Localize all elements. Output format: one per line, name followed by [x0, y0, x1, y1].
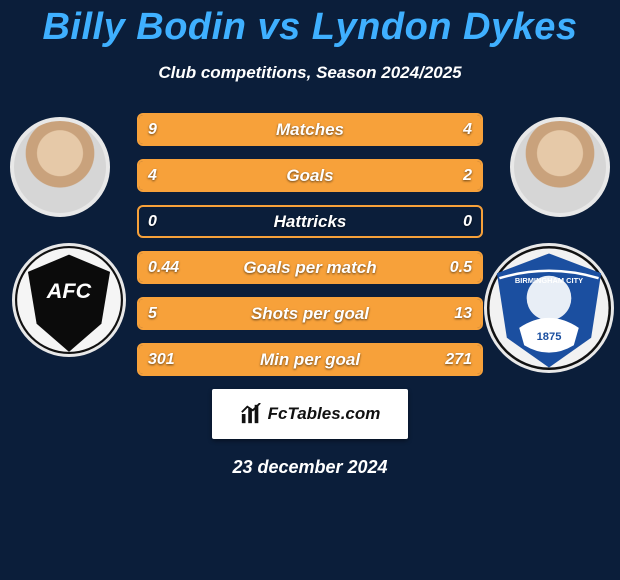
stat-bar: Min per goal301 271 — [137, 343, 483, 376]
stat-value-right: 271 — [445, 345, 472, 374]
stat-value-left: 9 — [148, 115, 157, 144]
stat-label: Goals — [139, 161, 481, 190]
stat-label: Shots per goal — [139, 299, 481, 328]
stat-value-left: 4 — [148, 161, 157, 190]
stat-bars: Matches94Goals42Hattricks00Goals per mat… — [137, 113, 483, 389]
crest-left-text: AFC — [46, 278, 92, 303]
stat-label: Goals per match — [139, 253, 481, 282]
player-right-avatar — [510, 117, 610, 217]
stat-value-right: 4 — [463, 115, 472, 144]
stat-bar: Matches9 4 — [137, 113, 483, 146]
stat-value-left: 301 — [148, 345, 175, 374]
subtitle: Club competitions, Season 2024/2025 — [0, 63, 620, 83]
date-text: 23 december 2024 — [0, 457, 620, 478]
stat-bar: Hattricks0 0 — [137, 205, 483, 238]
stat-value-left: 0 — [148, 207, 157, 236]
chart-icon — [240, 403, 262, 425]
stat-bar: Goals4 2 — [137, 159, 483, 192]
player-left-avatar — [10, 117, 110, 217]
brand-badge: FcTables.com — [212, 389, 408, 439]
stat-bar: Goals per match0.44 0.5 — [137, 251, 483, 284]
stat-value-right: 13 — [454, 299, 472, 328]
stat-value-right: 0 — [463, 207, 472, 236]
stat-value-left: 5 — [148, 299, 157, 328]
stat-bar: Shots per goal5 13 — [137, 297, 483, 330]
stat-label: Hattricks — [139, 207, 481, 236]
page-title: Billy Bodin vs Lyndon Dykes — [0, 0, 620, 49]
stat-value-right: 0.5 — [450, 253, 472, 282]
club-right-crest: BIRMINGHAM CITY 1875 — [484, 243, 614, 373]
stat-value-right: 2 — [463, 161, 472, 190]
stat-value-left: 0.44 — [148, 253, 179, 282]
comparison-stage: AFC BIRMINGHAM CITY 1875 Matches94Goals4… — [0, 103, 620, 483]
brand-text: FcTables.com — [268, 404, 381, 424]
svg-text:1875: 1875 — [537, 331, 562, 343]
club-left-crest: AFC — [12, 243, 126, 357]
svg-text:BIRMINGHAM CITY: BIRMINGHAM CITY — [515, 276, 583, 285]
stat-label: Matches — [139, 115, 481, 144]
stat-label: Min per goal — [139, 345, 481, 374]
